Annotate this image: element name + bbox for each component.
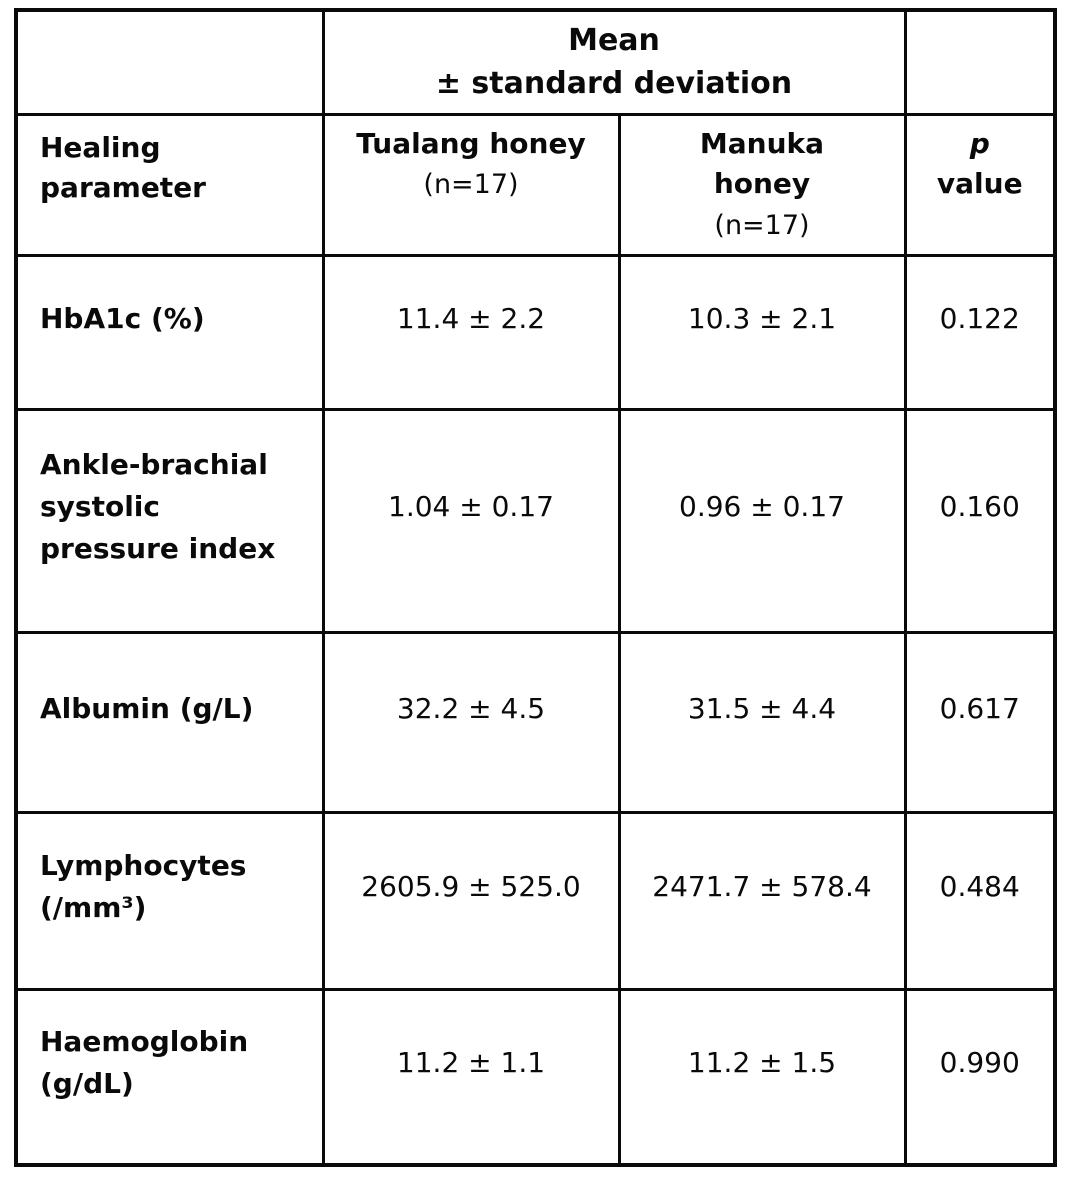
manuka-value-cell: 0.96 ± 0.17 (617, 407, 907, 634)
param-cell: Albumin (g/L) (14, 630, 325, 814)
manuka-value-cell: 2471.7 ± 578.4 (617, 810, 907, 991)
tualang-value-cell: 11.4 ± 2.2 (321, 253, 621, 411)
table-row-albumin: Albumin (g/L) 32.2 ± 4.5 31.5 ± 4.4 0.61… (14, 630, 1057, 814)
param-cell: Ankle-brachial systolic pressure index (14, 407, 325, 634)
p-value-cell: 0.617 (903, 630, 1057, 814)
tualang-value-cell: 1.04 ± 0.17 (321, 407, 621, 634)
results-table: Mean ± standard deviation Healing parame… (14, 8, 1057, 1167)
manuka-name-label: Manuka honey (699, 126, 825, 201)
header-columns-row: Healing parameter Tualang honey (n=17) M… (14, 112, 1057, 257)
tualang-value-cell: 32.2 ± 4.5 (321, 630, 621, 814)
manuka-value-cell: 11.2 ± 1.5 (617, 987, 907, 1167)
param-label: Albumin (g/L) (40, 691, 254, 725)
header-group-row: Mean ± standard deviation (14, 8, 1057, 116)
mean-sd-group-label: Mean ± standard deviation (435, 22, 793, 102)
empty-corner-cell-right (903, 8, 1057, 116)
manuka-n-label: (n=17) (714, 209, 810, 241)
manuka-value-cell: 10.3 ± 2.1 (617, 253, 907, 411)
param-label: Haemoglobin (g/dL) (40, 1025, 249, 1101)
param-label: Ankle-brachial systolic pressure index (40, 448, 276, 565)
tualang-value-cell: 11.2 ± 1.1 (321, 987, 621, 1167)
empty-corner-cell (14, 8, 325, 116)
p-value-column-header: p value (903, 112, 1057, 257)
param-cell: Haemoglobin (g/dL) (14, 987, 325, 1167)
param-label: Lymphocytes (/mm³) (40, 849, 247, 924)
tualang-column-header: Tualang honey (n=17) (321, 112, 621, 257)
table-row-haemoglobin: Haemoglobin (g/dL) 11.2 ± 1.1 11.2 ± 1.5… (14, 987, 1057, 1167)
mean-sd-group-header: Mean ± standard deviation (321, 8, 907, 116)
healing-parameter-header: Healing parameter (14, 112, 325, 257)
p-value-cell: 0.122 (903, 253, 1057, 411)
p-value-cell: 0.990 (903, 987, 1057, 1167)
p-symbol-label: p (969, 126, 990, 160)
p-value-word-label: value (936, 167, 1023, 201)
tualang-value-cell: 2605.9 ± 525.0 (321, 810, 621, 991)
healing-parameter-label: Healing parameter (40, 130, 206, 205)
table-row-lymphocytes: Lymphocytes (/mm³) 2605.9 ± 525.0 2471.7… (14, 810, 1057, 991)
p-value-cell: 0.484 (903, 810, 1057, 991)
param-cell: Lymphocytes (/mm³) (14, 810, 325, 991)
p-value-cell: 0.160 (903, 407, 1057, 634)
manuka-column-header: Manuka honey (n=17) (617, 112, 907, 257)
table-row-hba1c: HbA1c (%) 11.4 ± 2.2 10.3 ± 2.1 0.122 (14, 253, 1057, 411)
manuka-value-cell: 31.5 ± 4.4 (617, 630, 907, 814)
tualang-name-label: Tualang honey (356, 126, 586, 160)
tualang-n-label: (n=17) (423, 169, 519, 201)
param-label: HbA1c (%) (40, 301, 205, 335)
param-cell: HbA1c (%) (14, 253, 325, 411)
table-row-ankle-brachial: Ankle-brachial systolic pressure index 1… (14, 407, 1057, 634)
